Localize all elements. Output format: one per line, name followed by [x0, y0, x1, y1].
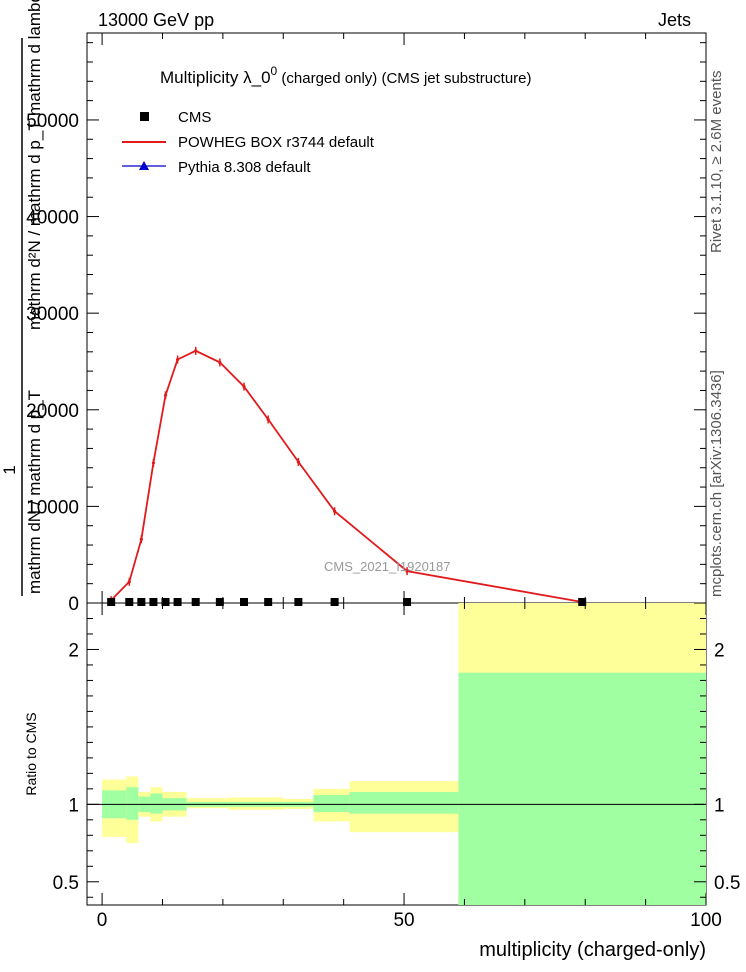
cms-point-2 [137, 598, 146, 606]
cms-point-10 [294, 598, 303, 606]
energy-label: 13000 GeV pp [98, 10, 214, 30]
cms-point-0 [107, 598, 116, 606]
ratio-ytick-label-right-1: 1 [714, 795, 725, 816]
main-y-axis-label: mathrm d²N / mathrm d p_T mathrm d lambd… [0, 0, 44, 596]
ratio-band-green-3 [150, 793, 163, 814]
chart-title: Multiplicity λ_00 (charged only) (CMS je… [160, 64, 532, 87]
cms-point-13 [578, 598, 587, 606]
cms-point-5 [173, 598, 182, 606]
ratio-ytick-label-right-2: 2 [714, 640, 725, 661]
powheg-point-11 [333, 509, 337, 513]
powheg-point-1 [127, 580, 131, 584]
ratio-xtick-label-2: 100 [690, 910, 722, 931]
x-axis-label: multiplicity (charged-only) [479, 939, 706, 961]
powheg-point-8 [242, 384, 246, 389]
cms-point-7 [215, 598, 224, 606]
powheg-point-9 [266, 417, 270, 422]
cms-point-9 [264, 598, 273, 606]
mcplots-label: mcplots.cern.ch [arXiv:1306.3436] [708, 370, 725, 597]
legend-marker-cms [140, 112, 149, 121]
legend: CMS POWHEG BOX r3744 default Pythia 8.30… [122, 109, 375, 176]
powheg-point-4 [163, 393, 168, 397]
powheg-point-3 [151, 461, 156, 465]
ratio-xtick-label-0: 0 [97, 910, 108, 931]
analysis-watermark: CMS_2021_I1920187 [324, 559, 451, 574]
main-series [107, 346, 587, 607]
main-ytick-label-1: 10000 [26, 497, 79, 518]
legend-label-cms: CMS [178, 109, 211, 126]
main-ytick-label-3: 30000 [26, 304, 79, 325]
legend-marker-pythia [139, 161, 149, 170]
main-ylabel-bottom: mathrm dN / mathrm d p_T [25, 390, 44, 594]
cms-point-6 [191, 598, 200, 606]
rivet-label: Rivet 3.1.10, ≥ 2.6M events [708, 71, 725, 254]
main-axis-ticks: 0 10000 20000 30000 40000 50000 [26, 33, 707, 615]
cms-point-11 [330, 598, 339, 606]
main-ytick-label-4: 40000 [26, 208, 79, 229]
ratio-band-green-9 [349, 791, 459, 814]
legend-label-pythia: Pythia 8.308 default [178, 159, 311, 176]
ratio-xtick-label-1: 50 [393, 910, 414, 931]
cms-point-12 [403, 598, 412, 606]
ratio-band-green-10 [458, 672, 706, 905]
main-ylabel-prefactor: 1 [0, 465, 19, 474]
powheg-point-6 [194, 349, 198, 353]
ratio-ytick-label-left-0: 0.5 [53, 873, 79, 894]
legend-label-powheg: POWHEG BOX r3744 default [178, 134, 375, 151]
ratio-band-green-1 [126, 787, 139, 820]
ratio-ytick-label-right-0: 0.5 [714, 873, 740, 894]
ratio-band-green-8 [313, 795, 350, 813]
powheg-point-10 [296, 460, 300, 464]
ratio-ytick-label-left-2: 2 [68, 640, 79, 661]
ratio-y-axis-label: Ratio to CMS [23, 712, 39, 795]
ratio-ytick-label-left-1: 1 [68, 795, 79, 816]
cms-point-4 [161, 598, 170, 606]
main-ytick-label-5: 50000 [26, 111, 79, 132]
ratio-axis-ticks: 0 50 100 0.5 0.5 1 1 2 2 [53, 603, 740, 931]
cms-point-1 [125, 598, 134, 606]
powheg-point-2 [139, 537, 143, 541]
powheg-point-7 [218, 360, 222, 365]
cms-point-3 [149, 598, 158, 606]
powheg-line [110, 349, 583, 603]
main-ylabel-top: mathrm d²N / mathrm d p_T mathrm d lambd… [25, 0, 44, 330]
category-label: Jets [658, 10, 691, 30]
cms-point-8 [240, 598, 249, 606]
ratio-bands [102, 603, 706, 905]
main-ytick-label-2: 20000 [26, 401, 79, 422]
powheg-point-5 [175, 357, 180, 362]
powheg-point-12 [405, 569, 409, 573]
main-ytick-label-0: 0 [68, 594, 79, 615]
